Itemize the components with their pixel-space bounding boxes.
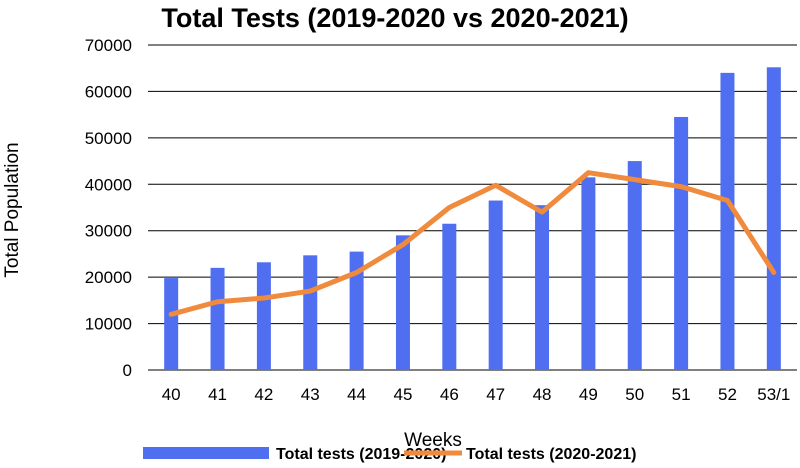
x-tick-label: 41: [208, 385, 227, 404]
bar: [627, 161, 642, 370]
y-axis-label: Total Population: [2, 142, 23, 277]
bar: [256, 262, 271, 370]
legend-label: Total tests (2019-2020): [276, 446, 446, 463]
bar: [581, 177, 596, 370]
y-tick-label: 70000: [85, 36, 132, 55]
legend: Total tests (2019-2020) Total tests (2020…: [143, 446, 636, 463]
legend-swatch-bar: [143, 447, 269, 459]
y-tick-label: 40000: [85, 175, 132, 194]
y-tick-label: 0: [123, 361, 132, 380]
y-tick-label: 50000: [85, 129, 132, 148]
bar: [442, 223, 457, 370]
y-tick-label: 60000: [85, 82, 132, 101]
y-axis-ticks: 0 10000 20000 30000 40000 50000 60000 70000: [85, 36, 132, 380]
legend-label: Total tests (2020-2021): [466, 446, 636, 463]
grid: [148, 44, 797, 371]
x-tick-label: 45: [394, 385, 413, 404]
x-axis-ticks: 40 41 42 43 44 45 46 47 48 49 50 51 52 53/1: [162, 385, 791, 404]
bar: [720, 72, 735, 370]
x-tick-label: 48: [533, 385, 552, 404]
line-series: [168, 170, 777, 317]
bar: [395, 235, 410, 370]
bar: [210, 267, 225, 370]
bar: [766, 67, 781, 371]
y-tick-label: 30000: [85, 222, 132, 241]
bar: [303, 255, 318, 370]
y-tick-label: 10000: [85, 315, 132, 334]
bar-series: [164, 67, 781, 371]
x-axis-label: Weeks: [404, 430, 462, 451]
x-tick-label: 44: [347, 385, 366, 404]
x-tick-label: 50: [625, 385, 644, 404]
x-tick-label: 40: [162, 385, 181, 404]
x-tick-label: 53/1: [757, 385, 790, 404]
chart-title: Total Tests (2019-2020 vs 2020-2021): [161, 3, 628, 33]
x-tick-label: 49: [579, 385, 598, 404]
bar: [488, 200, 503, 370]
bar: [674, 116, 689, 370]
bar: [349, 251, 364, 370]
x-tick-label: 43: [301, 385, 320, 404]
x-tick-label: 52: [718, 385, 737, 404]
x-tick-label: 42: [254, 385, 273, 404]
x-tick-label: 46: [440, 385, 459, 404]
bar: [535, 205, 550, 370]
y-tick-label: 20000: [85, 268, 132, 287]
x-tick-label: 51: [672, 385, 691, 404]
series-line: [168, 170, 777, 317]
bar: [164, 278, 179, 370]
x-tick-label: 47: [486, 385, 505, 404]
